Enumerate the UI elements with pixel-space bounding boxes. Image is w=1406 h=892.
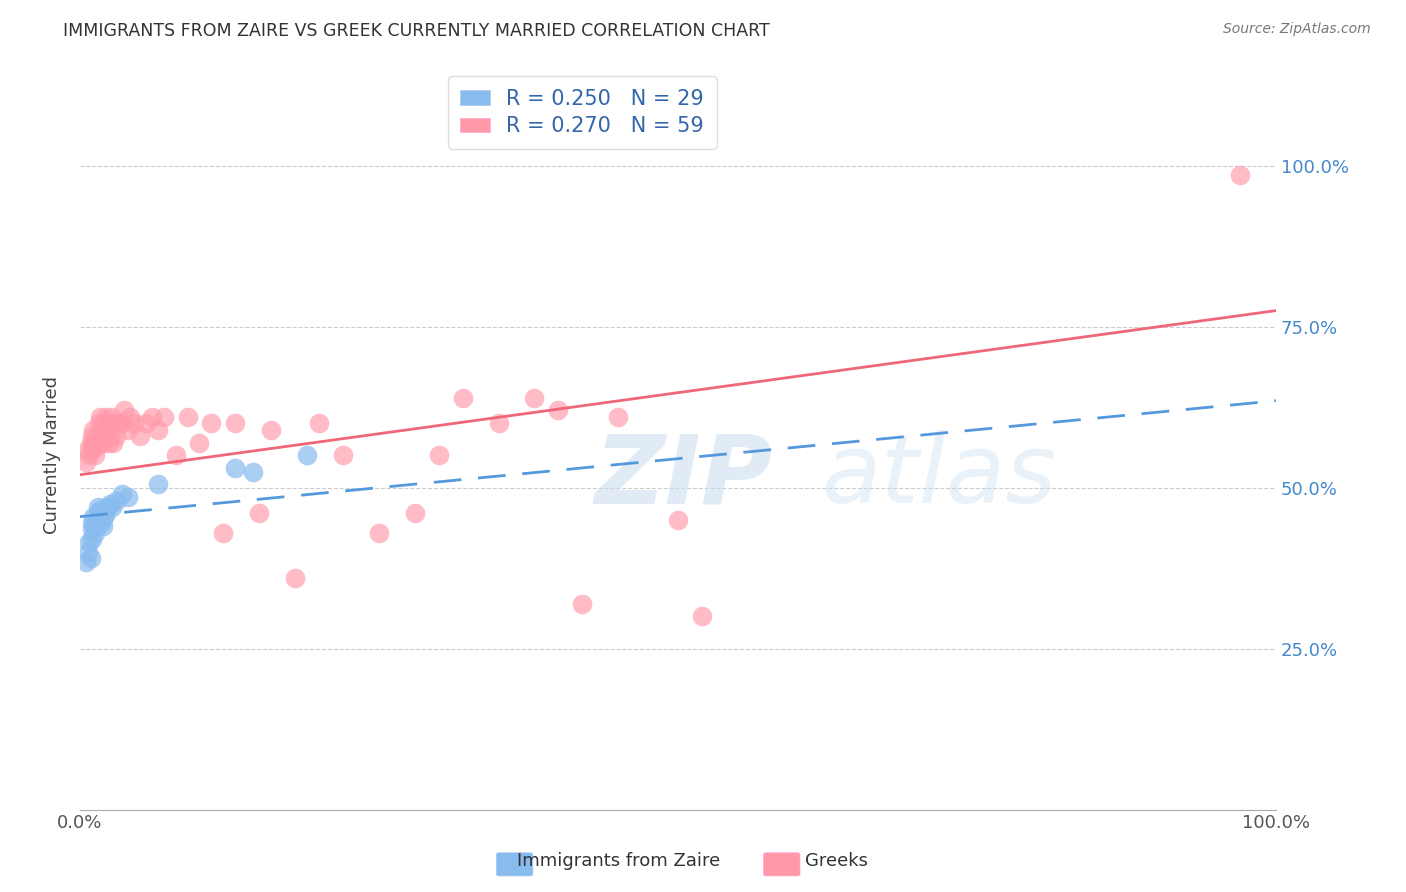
Point [98, 429, 121, 443]
Point [77, 545, 100, 559]
Point [107, 417, 129, 431]
Point [117, 423, 139, 437]
Point [87, 500, 110, 514]
Point [1229, 169, 1251, 183]
Point [146, 477, 169, 491]
Point [120, 409, 142, 424]
Point [80, 442, 103, 456]
Point [247, 507, 270, 521]
Point [77, 442, 100, 456]
Point [91, 519, 114, 533]
Point [90, 423, 112, 437]
Point [427, 449, 450, 463]
Point [128, 429, 150, 443]
Point [82, 423, 104, 437]
Point [122, 417, 145, 431]
Legend: R = 0.250   N = 29, R = 0.270   N = 59: R = 0.250 N = 29, R = 0.270 N = 59 [449, 77, 717, 149]
Point [79, 535, 101, 549]
Point [224, 461, 246, 475]
Point [101, 500, 124, 514]
Point [104, 493, 127, 508]
Point [87, 417, 110, 431]
Point [82, 509, 104, 524]
Point [96, 409, 118, 424]
Point [75, 455, 97, 469]
Point [87, 507, 110, 521]
Point [83, 519, 105, 533]
Point [98, 497, 121, 511]
Point [224, 417, 246, 431]
Point [451, 391, 474, 405]
Point [79, 449, 101, 463]
Point [83, 435, 105, 450]
Point [87, 429, 110, 443]
Point [690, 609, 713, 624]
Point [97, 435, 120, 450]
Point [488, 417, 510, 431]
Point [96, 423, 118, 437]
Point [96, 507, 118, 521]
Point [80, 429, 103, 443]
Point [84, 449, 107, 463]
Point [87, 513, 110, 527]
Point [152, 409, 174, 424]
Point [111, 417, 134, 431]
Point [75, 555, 97, 569]
Point [93, 429, 115, 443]
Point [89, 409, 111, 424]
Point [367, 525, 389, 540]
Point [547, 403, 569, 417]
Point [94, 417, 117, 431]
Point [165, 449, 187, 463]
Text: IMMIGRANTS FROM ZAIRE VS GREEK CURRENTLY MARRIED CORRELATION CHART: IMMIGRANTS FROM ZAIRE VS GREEK CURRENTLY… [63, 22, 770, 40]
Point [80, 523, 103, 537]
Point [176, 409, 198, 424]
Point [188, 435, 211, 450]
Point [523, 391, 546, 405]
Point [112, 403, 135, 417]
Point [332, 449, 354, 463]
Point [141, 409, 163, 424]
Point [90, 516, 112, 530]
Text: Source: ZipAtlas.com: Source: ZipAtlas.com [1223, 22, 1371, 37]
Point [103, 435, 125, 450]
Point [100, 417, 122, 431]
Point [284, 571, 307, 585]
Text: Immigrants from Zaire: Immigrants from Zaire [517, 852, 720, 870]
Point [89, 503, 111, 517]
Point [111, 487, 134, 501]
Point [607, 409, 630, 424]
Y-axis label: Currently Married: Currently Married [44, 376, 60, 534]
Point [571, 597, 593, 611]
Point [212, 525, 235, 540]
Point [96, 500, 118, 514]
Point [295, 449, 318, 463]
Point [666, 513, 689, 527]
Point [79, 435, 101, 450]
Point [117, 491, 139, 505]
Point [101, 409, 124, 424]
Point [80, 532, 103, 546]
Point [146, 423, 169, 437]
Point [84, 525, 107, 540]
Point [80, 516, 103, 530]
Point [93, 509, 115, 524]
Text: Greeks: Greeks [806, 852, 868, 870]
Point [260, 423, 283, 437]
Point [242, 465, 264, 479]
Point [200, 417, 222, 431]
Text: ZIP: ZIP [595, 430, 772, 524]
Point [79, 551, 101, 566]
Point [86, 439, 108, 453]
Text: atlas: atlas [821, 430, 1056, 524]
Point [404, 507, 426, 521]
Point [135, 417, 157, 431]
Point [104, 429, 127, 443]
Point [91, 435, 114, 450]
Point [308, 417, 330, 431]
Point [86, 513, 108, 527]
